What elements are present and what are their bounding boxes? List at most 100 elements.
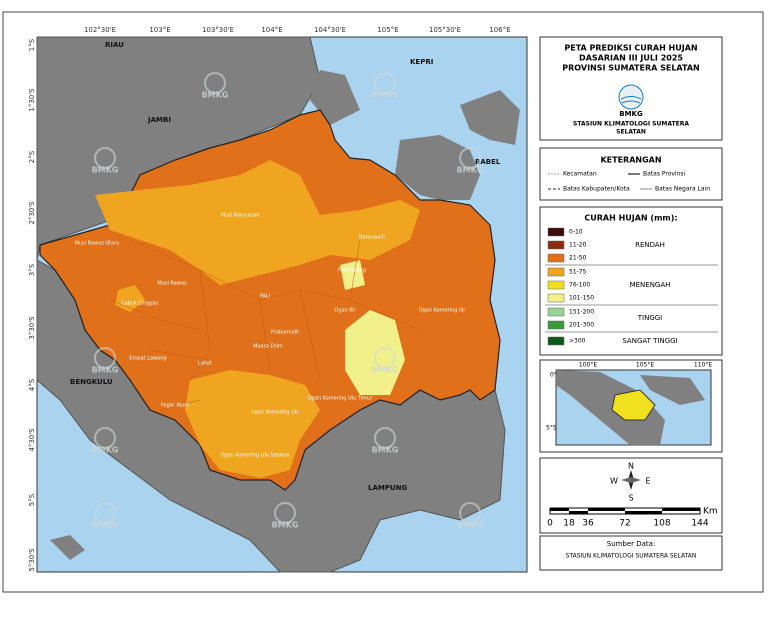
inset-label: 0°	[550, 372, 557, 379]
scale-label: 144	[691, 519, 708, 529]
lat-label: 2°30'S	[28, 201, 36, 225]
lat-label: 1°30'S	[28, 88, 36, 112]
logo-wave	[620, 96, 642, 104]
lat-label: 1°S	[28, 38, 36, 51]
scale-seg	[569, 511, 588, 514]
region-label: BENGKULU	[70, 378, 113, 386]
region-label: BABEL	[475, 158, 501, 166]
class-label: 151-200	[569, 309, 594, 316]
district-label: Musi Rawas	[157, 281, 187, 287]
scale-seg	[550, 508, 569, 511]
swatch	[547, 307, 565, 317]
watermark-logo	[94, 147, 116, 169]
lat-label: 5°30'S	[28, 548, 36, 572]
compass-label: S	[628, 494, 633, 503]
class-label: 201-300	[569, 322, 594, 329]
inset-label: 105°E	[636, 362, 654, 369]
lon-label: 105°E	[377, 26, 398, 34]
district-label: Ogan Ilir	[334, 308, 356, 314]
swatch	[547, 227, 565, 237]
scale-label: 72	[619, 519, 630, 529]
class-label: 51-75	[569, 269, 587, 276]
compass-label: W	[610, 477, 618, 486]
region-label: JAMBI	[147, 116, 171, 124]
swatch	[547, 240, 565, 250]
district-label: Musi Banyuasin	[220, 213, 259, 219]
swatch	[547, 293, 565, 303]
district-label: PALI	[260, 294, 270, 300]
rain-legend: CURAH HUJAN (mm): 0-10 11-20 21-50 51-75 76-…	[539, 206, 723, 356]
rain-zone	[340, 260, 365, 290]
watermark-logo	[94, 502, 116, 524]
lat-labels: 1°S 1°30'S 2°S 2°30'S 3°S 3°30'S 4°S 4°30'S 5°S 5…	[28, 38, 36, 571]
source-label: Sumber Data:	[607, 540, 656, 548]
watermark: BMKG	[202, 91, 229, 100]
district-label: Pagar Alam	[161, 403, 190, 409]
district-label: Muara Enim	[253, 344, 283, 350]
watermark-logo	[94, 347, 116, 369]
scale-label: 36	[582, 519, 594, 529]
title: PETA PREDIKSI CURAH HUJAN	[564, 44, 697, 53]
lat-label: 4°30'S	[28, 428, 36, 452]
scale-label: 108	[653, 519, 670, 529]
title: DASARIAN III JULI 2025	[579, 54, 683, 63]
inset-province	[611, 389, 656, 421]
scale-seg	[588, 508, 625, 511]
district-label: Empat Lawang	[129, 356, 166, 362]
swatch	[547, 253, 565, 263]
class-label: 76-100	[569, 282, 590, 289]
lon-label: 103°30'E	[202, 26, 234, 34]
lat-label: 4°S	[28, 378, 36, 391]
land-island	[310, 70, 360, 125]
inset-label: 5°S	[546, 425, 557, 432]
swatch	[547, 267, 565, 277]
district-label: Lubuk Linggau	[122, 301, 159, 307]
group-label: RENDAH	[635, 241, 665, 249]
box	[539, 206, 723, 356]
district-label: Lahat	[198, 361, 212, 367]
district-label: Banyuasin	[359, 235, 385, 241]
district-label: Ogan Komering Ulu Selatan	[220, 453, 289, 459]
district-label: Ogan Komering Ulu Timur	[308, 396, 373, 402]
watermark: BMKG	[457, 521, 484, 530]
lon-label: 104°E	[261, 26, 282, 34]
scale-label: 0	[547, 519, 553, 529]
watermark-logo	[374, 72, 396, 94]
watermark: BMKG	[372, 91, 399, 100]
inset-land	[556, 370, 665, 445]
inset-label: 100°E	[579, 362, 597, 369]
station: SELATAN	[616, 129, 646, 136]
rain-zone	[185, 370, 320, 478]
legend-item: Kecamatan	[563, 171, 597, 178]
compass-label: N	[628, 462, 634, 471]
watermark: BMKG	[92, 166, 119, 175]
inset-land	[640, 375, 705, 405]
compass-label: E	[645, 477, 650, 486]
scale-bar	[549, 507, 701, 515]
scale-unit: Km	[703, 507, 718, 517]
class-label: 0-10	[569, 229, 583, 236]
land-island2	[460, 90, 520, 145]
legend-title: CURAH HUJAN (mm):	[584, 214, 677, 223]
watermark: BMKG	[372, 446, 399, 455]
class-label: 101-150	[569, 295, 594, 302]
source: Sumber Data: STASIUN KLIMATOLOGI SUMATER…	[539, 535, 723, 571]
legend-item: Batas Provinsi	[643, 171, 686, 178]
rain-zone	[95, 160, 420, 285]
legend-title: KETERANGAN	[600, 156, 661, 165]
lat-label: 3°S	[28, 263, 36, 276]
district-label: Palembang	[338, 268, 366, 274]
title: PROVINSI SUMATERA SELATAN	[562, 64, 699, 73]
swatch	[547, 336, 565, 346]
title-box: PETA PREDIKSI CURAH HUJAN DASARIAN III J…	[539, 36, 723, 141]
watermark-logo	[204, 72, 226, 94]
class-label: >300	[569, 338, 586, 345]
lat-label: 5°S	[28, 493, 36, 506]
watermark: BMKG	[372, 366, 399, 375]
lon-labels: 102°30'E 103°E 103°30'E 104°E 104°30'E 1…	[84, 26, 511, 34]
district-label: Prabumulih	[271, 330, 299, 336]
group-label: TINGGI	[637, 314, 663, 322]
watermark-logo	[274, 502, 296, 524]
watermark: BMKG	[92, 446, 119, 455]
